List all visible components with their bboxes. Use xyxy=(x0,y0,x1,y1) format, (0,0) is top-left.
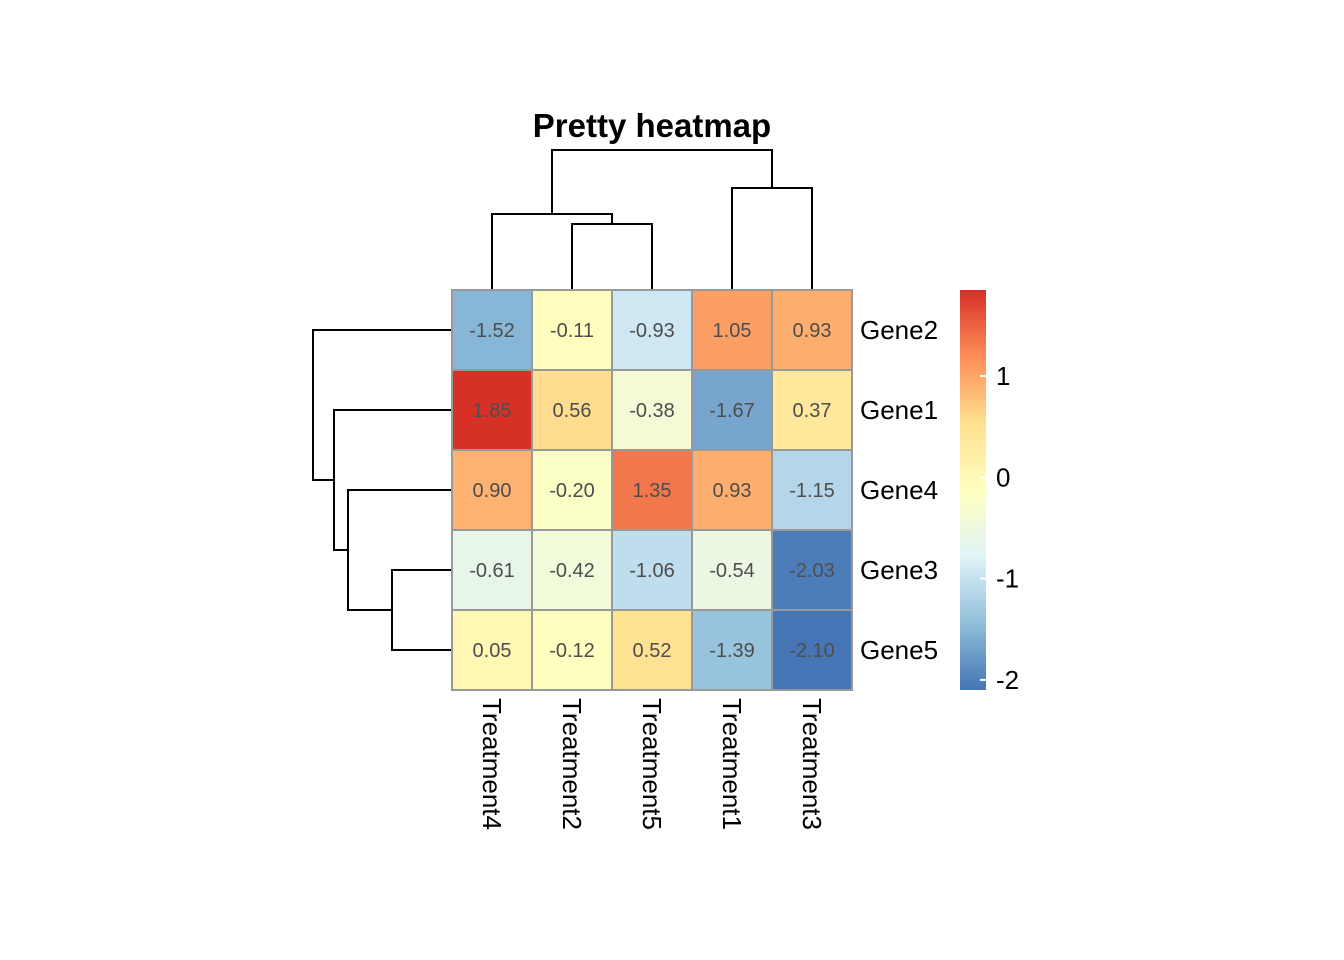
cell-value-label: 0.93 xyxy=(793,320,832,342)
column-label: Treatment3 xyxy=(797,698,827,830)
heatmap-cell xyxy=(691,609,773,691)
heatmap-cells: -1.52 -0.11 -0.93 1.05 0.93 1.85 0.56 -0.38 -1.6… xyxy=(451,289,853,691)
legend-tick-label: -2 xyxy=(996,665,1019,695)
column-label: Treatment4 xyxy=(477,698,507,830)
legend-tick-label: 1 xyxy=(996,361,1010,391)
dendrogram-link xyxy=(551,149,773,214)
heatmap-cell xyxy=(611,449,693,531)
column-labels: Treatment4 Treatment2 Treatment5 Treatment1… xyxy=(477,698,827,830)
heatmap-cell xyxy=(691,449,773,531)
legend-tick-label: 0 xyxy=(996,462,1010,492)
cell-value-label: -0.11 xyxy=(550,320,594,342)
column-label: Treatment2 xyxy=(557,698,587,830)
cell-value-label: -0.12 xyxy=(549,640,595,662)
cell-value-label: 0.93 xyxy=(713,480,752,502)
heatmap-cell xyxy=(691,529,773,611)
heatmap-cell xyxy=(771,289,853,371)
cell-value-label: 0.37 xyxy=(793,400,832,422)
column-label: Treatment1 xyxy=(717,698,747,830)
cell-value-label: 0.52 xyxy=(633,640,672,662)
legend-color-bar xyxy=(960,290,986,690)
cell-value-label: -1.06 xyxy=(629,560,675,582)
row-label: Gene5 xyxy=(860,635,938,665)
row-label: Gene4 xyxy=(860,475,938,505)
cell-value-label: -0.54 xyxy=(709,560,755,582)
column-label: Treatment5 xyxy=(637,698,667,830)
dendrogram-link xyxy=(333,409,452,551)
heatmap-cell xyxy=(771,369,853,451)
cell-value-label: -1.67 xyxy=(709,400,755,422)
cell-value-label: 1.85 xyxy=(473,400,512,422)
cell-value-label: -1.15 xyxy=(789,480,835,502)
row-labels: Gene2 Gene1 Gene4 Gene3 Gene5 xyxy=(860,315,938,665)
heatmap-cell xyxy=(771,449,853,531)
cell-value-label: -2.10 xyxy=(789,640,835,662)
row-label: Gene3 xyxy=(860,555,938,585)
cell-value-label: 0.90 xyxy=(473,480,512,502)
cell-value-label: 0.05 xyxy=(473,640,512,662)
dendrogram-link xyxy=(731,187,813,290)
chart-title: Pretty heatmap xyxy=(533,107,771,144)
heatmap-cell xyxy=(771,609,853,691)
cell-value-label: -0.61 xyxy=(469,560,515,582)
row-label: Gene2 xyxy=(860,315,938,345)
heatmap-cell xyxy=(531,289,613,371)
color-legend: -2 -1 0 1 xyxy=(960,290,1019,695)
legend-tick-label: -1 xyxy=(996,564,1019,594)
dendrogram-link xyxy=(312,329,452,481)
cell-value-label: -0.42 xyxy=(549,560,595,582)
cell-value-label: -1.52 xyxy=(469,320,515,342)
dendrogram-link xyxy=(347,489,452,611)
cell-value-label: -0.20 xyxy=(549,480,595,502)
cell-value-label: -0.38 xyxy=(629,400,675,422)
cell-value-label: 1.05 xyxy=(713,320,752,342)
column-dendrogram xyxy=(491,149,813,290)
dendrogram-link xyxy=(491,213,613,290)
heatmap-cell xyxy=(691,369,773,451)
cell-value-label: -1.39 xyxy=(709,640,755,662)
heatmap-cell xyxy=(451,609,533,691)
cell-value-label: 1.35 xyxy=(633,480,672,502)
row-label: Gene1 xyxy=(860,395,938,425)
dendrogram-link xyxy=(571,223,653,290)
dendrogram-link xyxy=(391,569,452,651)
row-dendrogram xyxy=(312,329,452,651)
heatmap-cell xyxy=(611,529,693,611)
cell-value-label: -2.03 xyxy=(789,560,835,582)
heatmap-cell xyxy=(451,449,533,531)
heatmap-cell xyxy=(611,609,693,691)
cell-value-label: -0.93 xyxy=(629,320,675,342)
cell-value-label: 0.56 xyxy=(553,400,592,422)
